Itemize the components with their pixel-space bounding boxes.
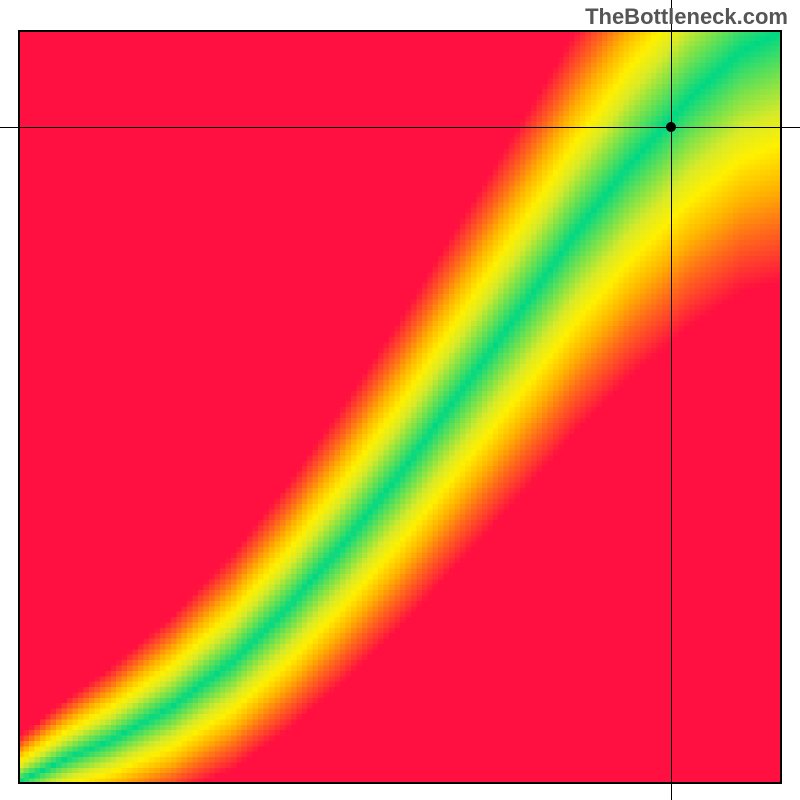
crosshair-marker	[666, 122, 676, 132]
crosshair-horizontal	[0, 127, 800, 128]
crosshair-vertical	[671, 0, 672, 800]
watermark-text: TheBottleneck.com	[585, 4, 788, 30]
chart-container: TheBottleneck.com	[0, 0, 800, 800]
plot-border	[18, 30, 782, 784]
